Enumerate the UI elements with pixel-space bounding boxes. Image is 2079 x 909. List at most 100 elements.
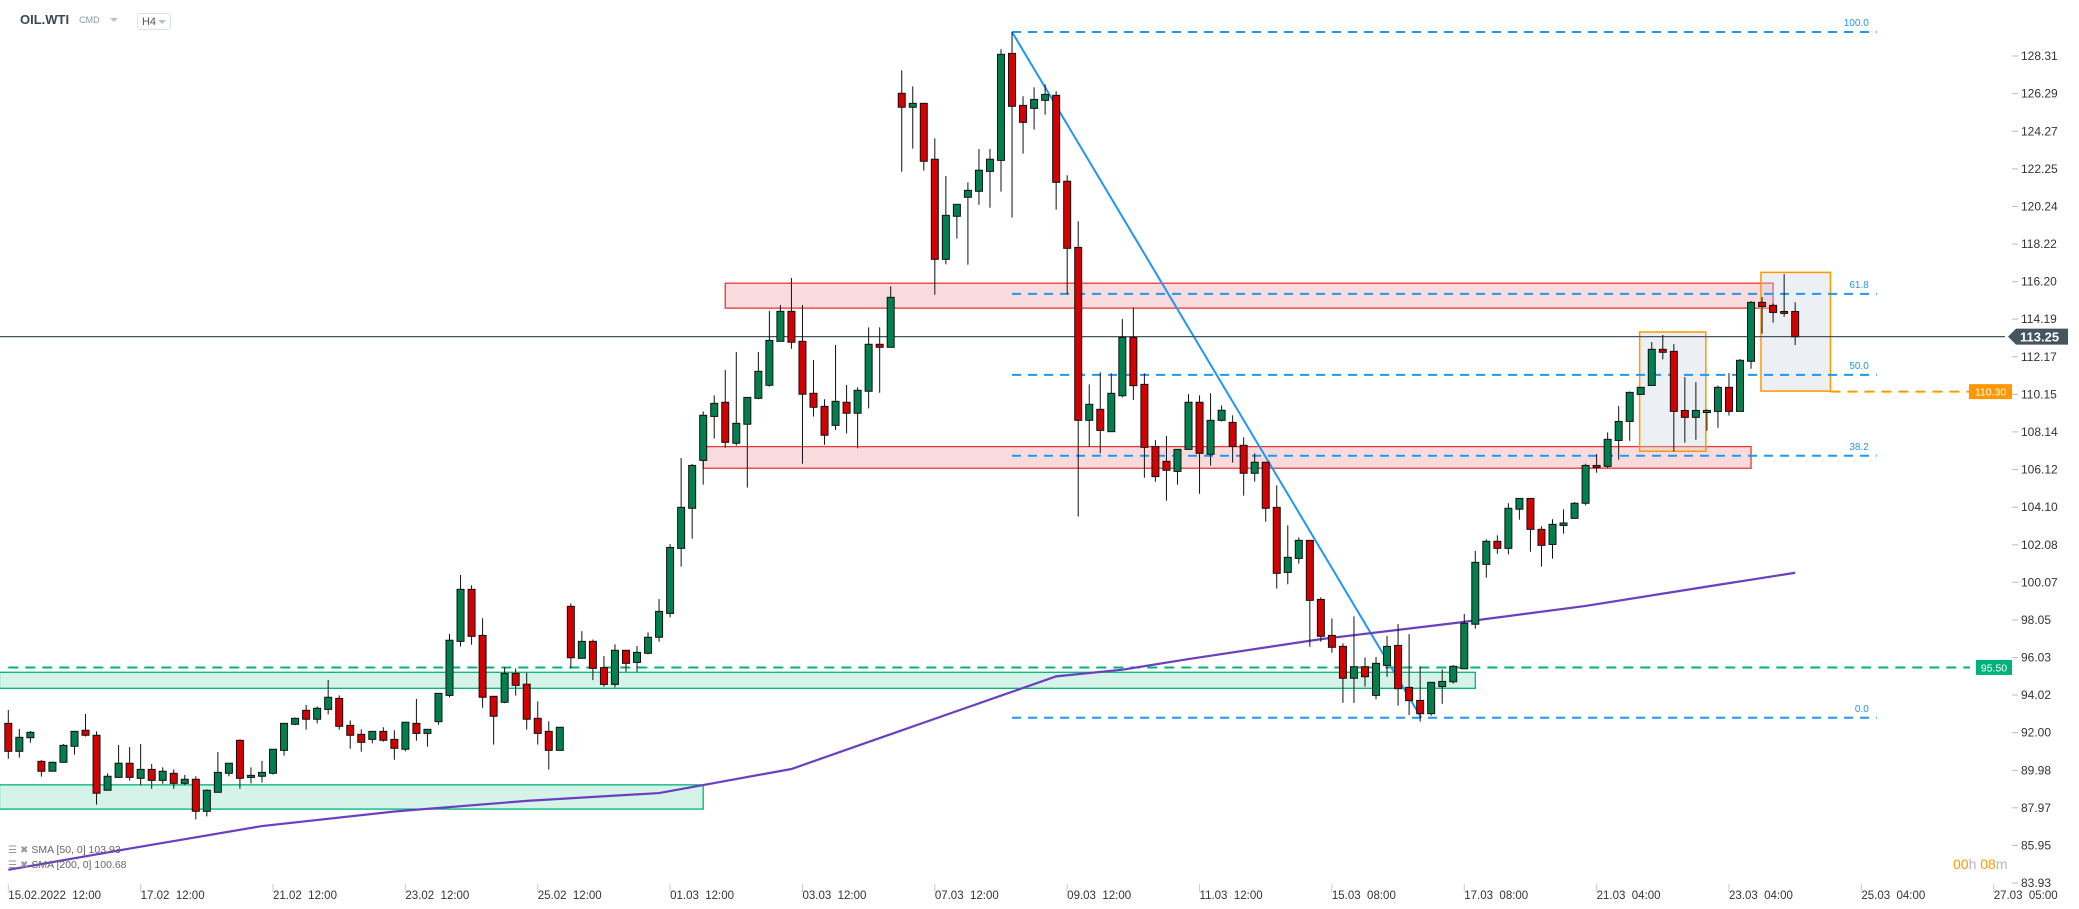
candle: [577, 631, 586, 659]
bullish-candle-body: [26, 731, 35, 739]
candle: [820, 399, 829, 445]
bullish-candle-body: [754, 370, 763, 399]
bearish-candle-body: [412, 722, 421, 734]
bullish-candle-body: [1636, 386, 1645, 395]
red-resistance-zone: [724, 282, 1774, 309]
candle: [26, 730, 35, 743]
candle: [1394, 624, 1403, 706]
candle: [169, 769, 178, 789]
bearish-candle-body: [235, 739, 244, 779]
candle: [963, 182, 972, 265]
symbol-dropdown-caret-icon[interactable]: [109, 17, 118, 22]
countdown-hours: 00: [1953, 856, 1969, 872]
bearish-candle-body: [467, 588, 476, 637]
bearish-candle-body: [1360, 666, 1369, 678]
candle: [776, 304, 785, 342]
bullish-candle-body: [633, 651, 642, 663]
bullish-candle-body: [1449, 665, 1458, 683]
bullish-candle-body: [941, 214, 950, 260]
close-icon[interactable]: ✖: [19, 860, 29, 871]
bullish-candle-body: [1294, 539, 1303, 559]
y-tick-label: 120.24: [2021, 199, 2058, 213]
bullish-candle-body: [765, 339, 774, 386]
bearish-candle-body: [1680, 409, 1689, 418]
bearish-candle-body: [1019, 104, 1028, 123]
bearish-candle-body: [621, 649, 630, 664]
legend-item-sma50[interactable]: ☰ ✖ SMA [50, 0] 103.93: [8, 843, 127, 858]
candle: [4, 709, 13, 759]
candle: [1184, 394, 1193, 450]
candle: [136, 744, 145, 786]
y-tick-label: 110.15: [2021, 387, 2057, 401]
candle: [1702, 409, 1711, 431]
bearish-candle-body: [1162, 460, 1171, 471]
candle: [732, 351, 741, 446]
legend-item-sma200[interactable]: ☰ ✖ SMA [200, 0] 100.68: [8, 858, 127, 873]
bullish-candle-body: [1118, 336, 1127, 397]
x-tick-label: 17.03 08:00: [1464, 890, 1528, 902]
candle: [500, 667, 509, 704]
candle: [1140, 373, 1149, 478]
bearish-candle-body: [1052, 94, 1061, 183]
y-tick-label: 83.93: [2021, 876, 2051, 890]
candle: [1647, 342, 1656, 386]
bullish-candle-body: [997, 53, 1005, 161]
candle: [346, 720, 355, 749]
bullish-candle-body: [864, 343, 873, 392]
settings-list-icon[interactable]: ☰: [8, 860, 17, 871]
candle: [1570, 501, 1579, 519]
timeframe-selector[interactable]: H4: [137, 13, 171, 30]
countdown-minutes: 08: [1980, 856, 1996, 872]
candle: [1118, 318, 1127, 398]
y-tick-label: 116.20: [2021, 275, 2057, 289]
candle: [919, 102, 928, 171]
y-tick-label: 122.25: [2021, 162, 2058, 176]
settings-list-icon[interactable]: ☰: [8, 845, 17, 856]
candle: [379, 727, 388, 742]
bullish-candle-body: [688, 464, 697, 509]
candle: [1162, 435, 1171, 501]
candle: [401, 721, 410, 752]
x-tick-label: 21.02 12:00: [273, 890, 337, 902]
candle: [1493, 535, 1502, 554]
candle: [423, 728, 432, 747]
candle: [1614, 405, 1623, 460]
x-tick-label: 25.02 12:00: [538, 890, 602, 902]
candle: [37, 760, 46, 777]
candle: [1239, 437, 1248, 496]
bearish-candle-body: [357, 733, 366, 743]
candle: [588, 639, 597, 681]
candle: [1416, 666, 1425, 722]
symbol-name[interactable]: OIL.WTI: [20, 12, 70, 27]
bearish-candle-body: [875, 343, 884, 348]
bullish-candle-body: [180, 778, 189, 784]
orange-level-label: 110.30: [1975, 387, 2006, 399]
candle: [213, 752, 222, 793]
candle: [930, 138, 939, 295]
candle: [864, 327, 873, 409]
bullish-candle-body: [324, 696, 333, 710]
bearish-candle-body: [1305, 539, 1314, 601]
bullish-candle-body: [1515, 497, 1524, 510]
green-level-label-bg: [1976, 659, 2012, 675]
y-tick-label: 126.29: [2021, 87, 2058, 101]
candle: [48, 761, 57, 772]
bearish-candle-body: [566, 605, 575, 659]
bullish-candle-body: [1217, 409, 1226, 421]
bearish-candle-body: [1261, 461, 1270, 509]
candle: [985, 148, 994, 208]
bearish-candle-body: [1769, 304, 1778, 313]
candle: [555, 726, 564, 751]
candle: [1261, 461, 1270, 522]
bullish-candle-body: [1107, 392, 1116, 433]
bullish-candle-body: [1603, 438, 1612, 467]
bullish-candle-body: [1041, 93, 1050, 101]
candle: [1449, 665, 1458, 684]
x-tick-label: 23.02 12:00: [405, 890, 469, 902]
bearish-candle-body: [191, 778, 200, 812]
bearish-candle-body: [390, 738, 399, 749]
candle: [1537, 526, 1546, 567]
close-icon[interactable]: ✖: [19, 845, 29, 856]
legend-label: SMA [200, 0] 100.68: [31, 859, 127, 871]
